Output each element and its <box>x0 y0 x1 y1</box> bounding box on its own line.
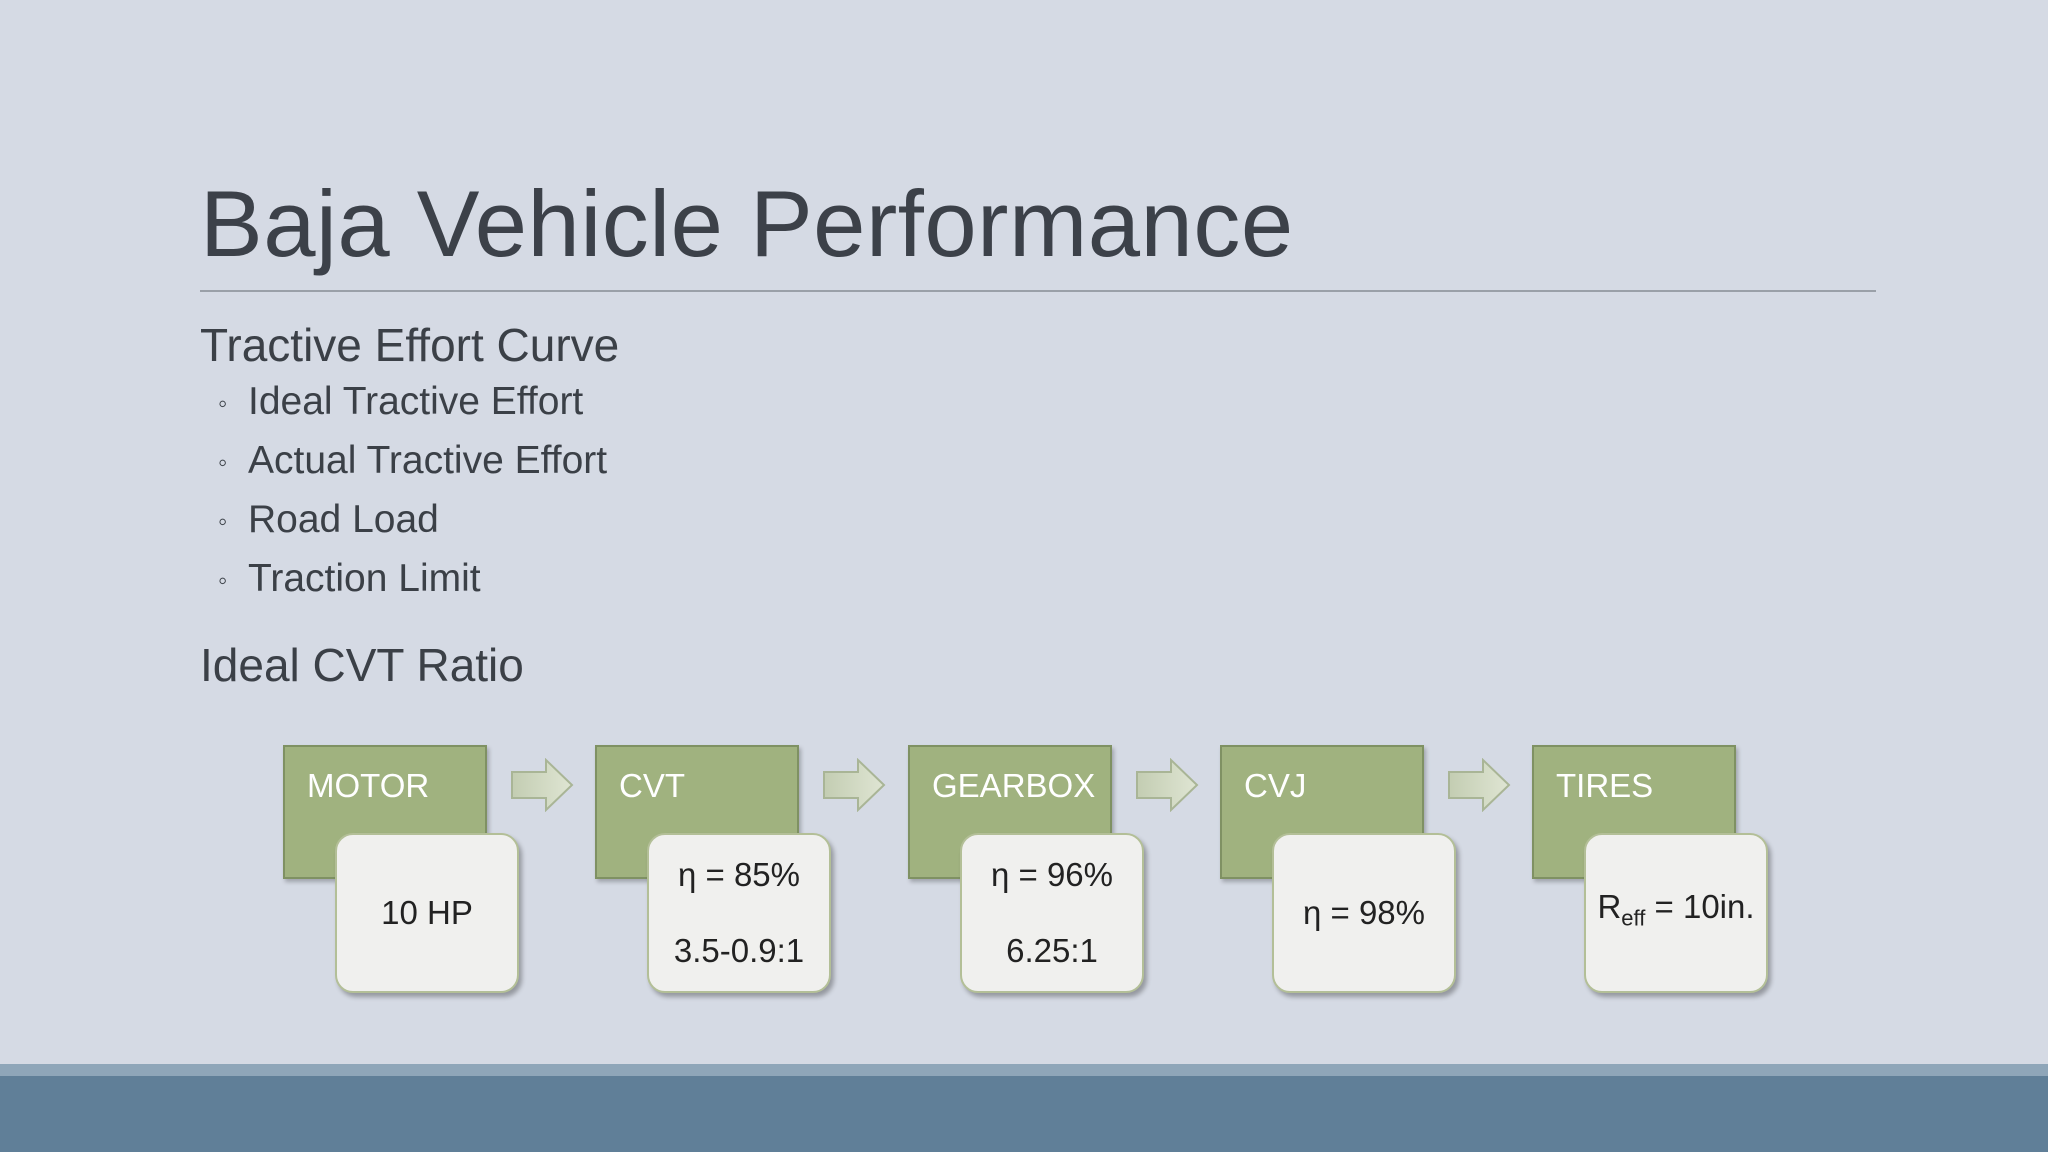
bullet-item: ◦ Road Load <box>218 498 439 541</box>
bullet-icon: ◦ <box>218 447 228 478</box>
flow-detail-cvt: η = 85% 3.5-0.9:1 <box>647 833 831 993</box>
bullet-item: ◦ Ideal Tractive Effort <box>218 380 584 423</box>
flow-detail-tires: Reff = 10in. <box>1584 833 1768 993</box>
footer-accent-bar <box>0 1064 2048 1076</box>
bullet-item: ◦ Traction Limit <box>218 557 481 600</box>
bullet-icon: ◦ <box>218 506 228 537</box>
slide-title: Baja Vehicle Performance <box>200 171 1294 276</box>
bullet-icon: ◦ <box>218 565 228 596</box>
bullet-item: ◦ Actual Tractive Effort <box>218 439 608 482</box>
title-divider <box>200 290 1876 292</box>
arrow-right-icon <box>1136 758 1199 812</box>
arrow-right-icon <box>1448 758 1511 812</box>
section-heading-tractive: Tractive Effort Curve <box>200 319 620 371</box>
flow-detail-cvj: η = 98% <box>1272 833 1456 993</box>
footer-bar <box>0 1076 2048 1152</box>
flow-detail-motor: 10 HP <box>335 833 519 993</box>
section-heading-cvt: Ideal CVT Ratio <box>200 639 524 691</box>
flow-detail-gearbox: η = 96% 6.25:1 <box>960 833 1144 993</box>
arrow-right-icon <box>823 758 886 812</box>
arrow-right-icon <box>511 758 574 812</box>
bullet-icon: ◦ <box>218 388 228 419</box>
